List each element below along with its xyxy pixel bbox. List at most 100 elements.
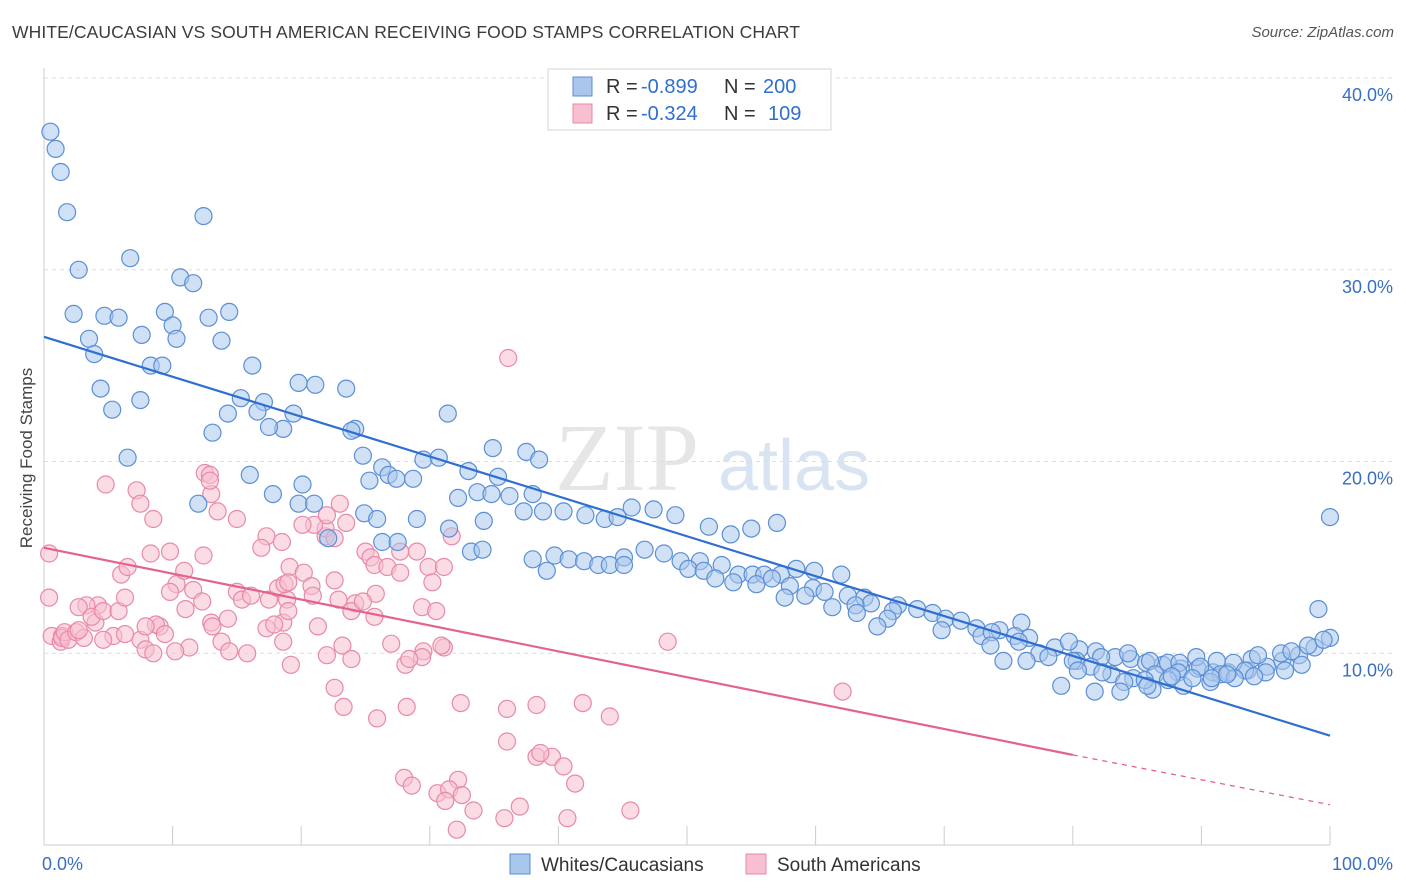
- south-americans-point: [131, 494, 150, 513]
- south-americans-point: [419, 557, 438, 577]
- trend-lines: [43, 335, 1331, 806]
- south-americans-point: [118, 557, 137, 577]
- south-americans-point: [658, 632, 677, 651]
- whites-caucasians-point: [1244, 667, 1264, 686]
- whites-caucasians-point: [533, 502, 553, 521]
- whites-caucasians-point: [679, 559, 698, 579]
- south-americans-point: [194, 546, 213, 565]
- south-americans-point: [434, 557, 453, 577]
- whites-caucasians-point: [537, 561, 556, 580]
- whites-caucasians-point: [981, 636, 1000, 655]
- whites-caucasians-point: [440, 519, 459, 538]
- whites-caucasians-point: [529, 450, 549, 469]
- south-americans-point: [451, 693, 470, 713]
- whites-caucasians-point: [259, 417, 279, 437]
- south-americans-point: [218, 609, 237, 628]
- whites-caucasians-point: [796, 586, 815, 605]
- whites-caucasians-point: [1202, 669, 1221, 688]
- whites-caucasians-point: [353, 446, 372, 465]
- whites-caucasians-point: [482, 485, 501, 504]
- whites-caucasians-point: [1059, 632, 1079, 651]
- whites-caucasians-point: [407, 509, 426, 529]
- whites-caucasians-point: [554, 502, 573, 521]
- south-americans-point: [193, 592, 212, 611]
- whites-caucasians-point: [373, 532, 392, 552]
- whites-caucasians-point: [767, 513, 787, 533]
- whites-caucasians-point: [438, 404, 457, 423]
- south-americans-point: [334, 697, 353, 717]
- whites-caucasians-point: [46, 139, 65, 158]
- whites-caucasians-point: [706, 569, 725, 588]
- whites-caucasians-point: [1052, 676, 1071, 695]
- y-tick-label: 40.0%: [1342, 85, 1393, 105]
- whites-caucasians-point: [1111, 682, 1130, 701]
- whites-caucasians-point: [51, 162, 70, 182]
- watermark-atlas: atlas: [718, 426, 870, 506]
- whites-caucasians-point: [747, 575, 766, 594]
- whites-caucasians-point: [240, 465, 259, 484]
- whites-caucasians-point: [41, 122, 60, 141]
- whites-caucasians-point: [79, 329, 99, 348]
- whites-caucasians-point: [868, 617, 887, 636]
- x-tick-label-min: 0.0%: [42, 854, 83, 874]
- bottom-legend-swatch-blue: [509, 853, 531, 875]
- whites-caucasians-point: [131, 391, 150, 410]
- whites-caucasians-point: [559, 550, 578, 569]
- south-americans-point: [330, 494, 349, 513]
- whites-caucasians-point: [832, 565, 851, 584]
- south-americans-point: [272, 532, 291, 552]
- south-americans-trend-line-extrapolated: [1072, 754, 1331, 806]
- south-americans-point: [39, 588, 59, 607]
- south-americans-point: [141, 544, 160, 563]
- whites-caucasians-point: [218, 404, 237, 423]
- whites-caucasians-point: [1275, 661, 1295, 680]
- legend-r-label-1: R =: [606, 76, 638, 98]
- south-americans-point: [436, 791, 455, 811]
- south-americans-point: [368, 709, 387, 728]
- whites-caucasians-point: [132, 325, 151, 344]
- whites-caucasians-point: [994, 651, 1013, 671]
- whites-caucasians-point: [1217, 665, 1237, 684]
- whites-caucasians-point: [243, 356, 262, 375]
- whites-caucasians-point: [91, 379, 110, 398]
- south-americans-point: [144, 644, 163, 663]
- watermark-zip: ZIP: [555, 404, 699, 511]
- whites-caucasians-point: [483, 439, 502, 458]
- south-americans-point: [274, 632, 293, 651]
- whites-caucasians-point: [1138, 676, 1157, 695]
- south-americans-point: [115, 624, 135, 644]
- whites-caucasians-point: [57, 203, 77, 222]
- whites-caucasians-point: [194, 207, 213, 226]
- whites-caucasians-point: [167, 329, 186, 348]
- whites-caucasians-point: [775, 588, 794, 607]
- south-americans-point: [337, 513, 356, 533]
- south-americans-point: [160, 582, 180, 602]
- south-americans-point: [621, 801, 640, 820]
- whites-caucasians-point: [699, 517, 719, 536]
- south-americans-point: [407, 542, 426, 561]
- whites-caucasians-point: [1292, 655, 1311, 674]
- whites-caucasians-point: [1183, 669, 1202, 688]
- south-americans-point: [252, 538, 271, 557]
- south-americans-point: [325, 678, 344, 697]
- south-americans-point: [495, 809, 514, 828]
- south-americans-point: [499, 348, 518, 368]
- south-americans-point: [573, 693, 592, 713]
- south-americans-point: [342, 649, 361, 669]
- south-americans-point: [96, 475, 115, 494]
- south-americans-point: [279, 573, 298, 592]
- whites-caucasians-point: [388, 532, 407, 552]
- legend-n-value-2: 109: [768, 103, 801, 125]
- whites-caucasians-point: [387, 469, 406, 488]
- whites-caucasians-point: [64, 304, 83, 323]
- whites-caucasians-point: [103, 400, 122, 419]
- south-americans-point: [391, 563, 410, 582]
- whites-caucasians-point: [319, 529, 338, 548]
- whites-caucasians-point: [203, 423, 222, 442]
- y-tick-labels: 10.0% 20.0% 30.0% 40.0%: [1342, 85, 1393, 680]
- whites-caucasians-trend-line: [43, 335, 1331, 737]
- south-americans-point: [115, 588, 135, 607]
- whites-caucasians-point: [847, 603, 866, 623]
- whites-caucasians-point: [721, 525, 740, 544]
- south-americans-point: [317, 646, 336, 665]
